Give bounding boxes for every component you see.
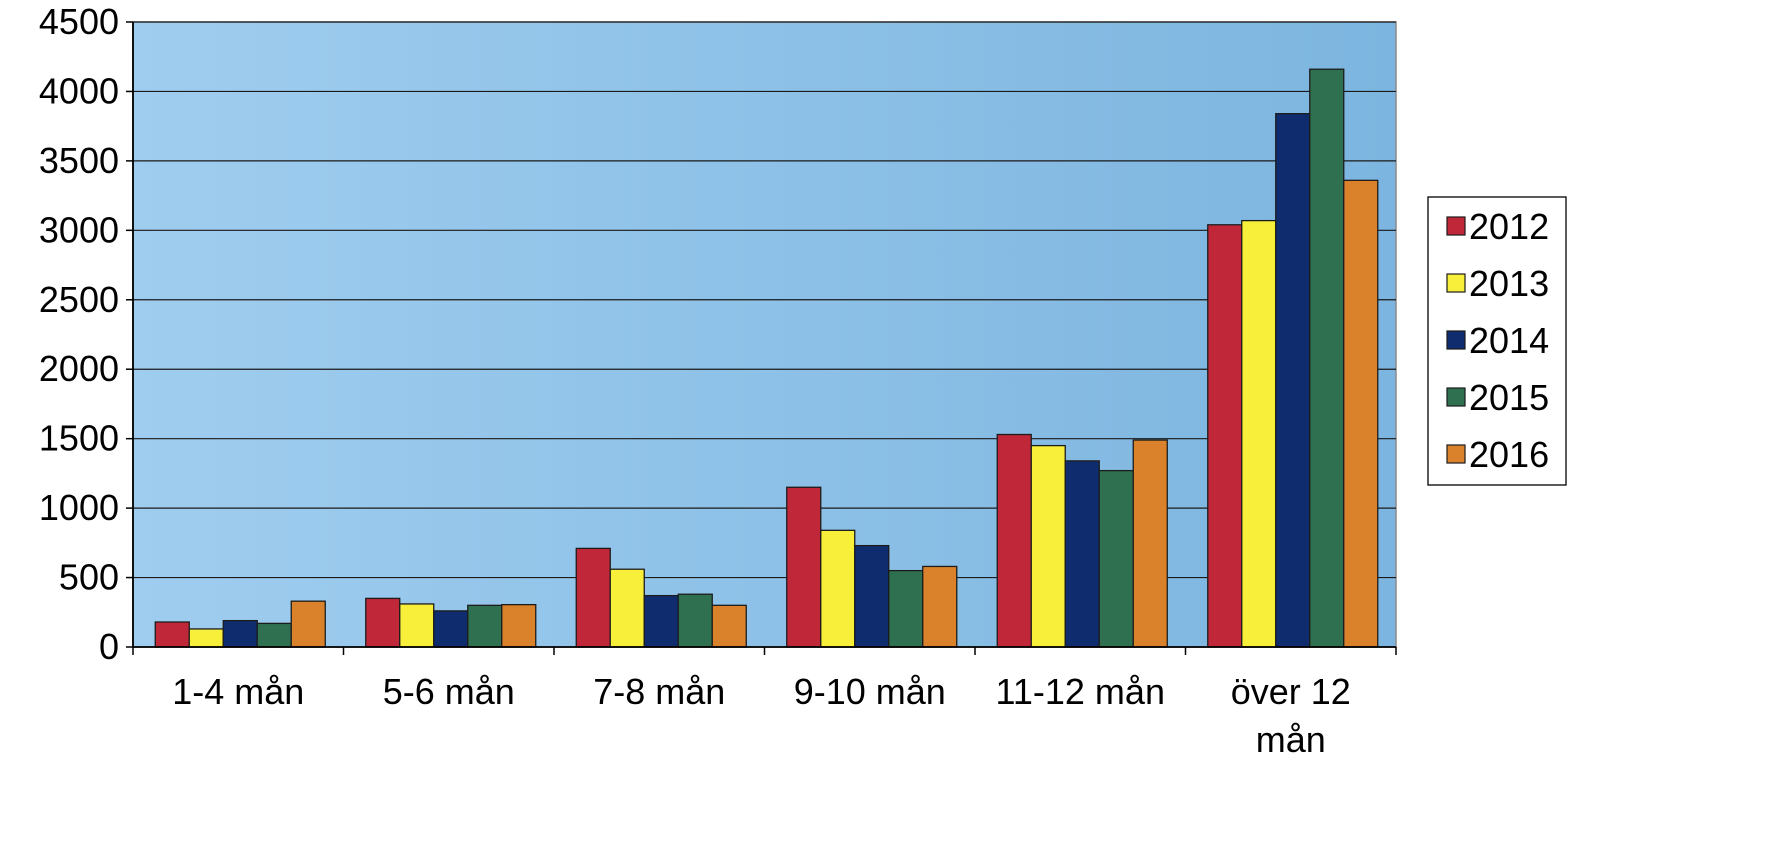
bar-2016-3 xyxy=(922,565,958,648)
bar-2016-4 xyxy=(1132,439,1168,648)
x-category-label: 1-4 mån xyxy=(172,671,304,712)
y-tick-label: 0 xyxy=(99,626,119,667)
bar-2014-2 xyxy=(643,594,679,648)
y-tick-label: 1500 xyxy=(39,418,119,459)
bar-2013-2 xyxy=(609,568,645,648)
bar-2015-5 xyxy=(1309,68,1345,648)
y-axis-ticks: 0 500 1000 1500 2000 2500 3000 3500 4000 4500 xyxy=(39,1,133,667)
y-tick-label: 4000 xyxy=(39,70,119,111)
y-tick-label: 2500 xyxy=(39,279,119,320)
x-axis-categories: 1-4 mån 5-6 mån 7-8 mån 9-10 mån 11-12 mån öv… xyxy=(172,671,1351,760)
legend-label-2013: 2013 xyxy=(1469,263,1549,304)
bar-2014-0 xyxy=(222,619,258,648)
bar-2014-3 xyxy=(854,544,890,648)
y-tick-label: 4500 xyxy=(39,1,119,42)
bar-2015-1 xyxy=(467,604,503,648)
bar-2016-2 xyxy=(711,604,747,648)
bar-2013-3 xyxy=(820,529,856,648)
legend-swatch-2012 xyxy=(1446,216,1466,236)
bar-2014-5 xyxy=(1275,113,1311,648)
bar-2016-5 xyxy=(1343,179,1379,648)
bar-2012-3 xyxy=(786,486,822,648)
bar-2015-3 xyxy=(888,569,924,648)
x-category-label: 5-6 mån xyxy=(383,671,515,712)
legend-label-2012: 2012 xyxy=(1469,206,1549,247)
bar-2012-2 xyxy=(575,547,611,648)
bar-2015-0 xyxy=(256,622,292,648)
bar-2012-5 xyxy=(1207,224,1243,648)
bar-2012-0 xyxy=(154,621,190,648)
plot-area xyxy=(132,21,1397,648)
bar-2016-1 xyxy=(501,603,537,648)
y-tick-label: 3500 xyxy=(39,140,119,181)
y-tick-label: 2000 xyxy=(39,348,119,389)
axes xyxy=(132,22,1397,655)
bar-2014-1 xyxy=(433,610,469,648)
y-tick-label: 3000 xyxy=(39,209,119,250)
bar-2015-2 xyxy=(677,593,713,648)
bar-2012-1 xyxy=(365,597,401,648)
bar-2013-1 xyxy=(399,603,435,648)
legend-swatch-2014 xyxy=(1446,330,1466,350)
bar-2015-4 xyxy=(1098,469,1134,648)
x-category-label: över 12 mån xyxy=(1231,671,1351,760)
legend-label-2016: 2016 xyxy=(1469,434,1549,475)
bar-2013-4 xyxy=(1030,444,1066,648)
legend-label-2014: 2014 xyxy=(1469,320,1549,361)
bar-2016-0 xyxy=(290,600,326,648)
bar-2013-0 xyxy=(188,628,224,648)
bar-2014-4 xyxy=(1064,460,1100,648)
legend-swatch-2016 xyxy=(1446,444,1466,464)
x-category-label: 9-10 mån xyxy=(794,671,946,712)
x-category-label: 7-8 mån xyxy=(593,671,725,712)
bar-2012-4 xyxy=(996,433,1032,648)
legend-swatch-2015 xyxy=(1446,387,1466,407)
legend: 2012 2013 2014 2015 2016 xyxy=(1427,196,1567,486)
x-category-label: 11-12 mån xyxy=(996,671,1165,712)
gridlines xyxy=(133,21,1396,579)
y-tick-label: 1000 xyxy=(39,487,119,528)
legend-label-2015: 2015 xyxy=(1469,377,1549,418)
bar-2013-5 xyxy=(1241,219,1277,648)
y-tick-label: 500 xyxy=(59,557,119,598)
legend-swatch-2013 xyxy=(1446,273,1466,293)
